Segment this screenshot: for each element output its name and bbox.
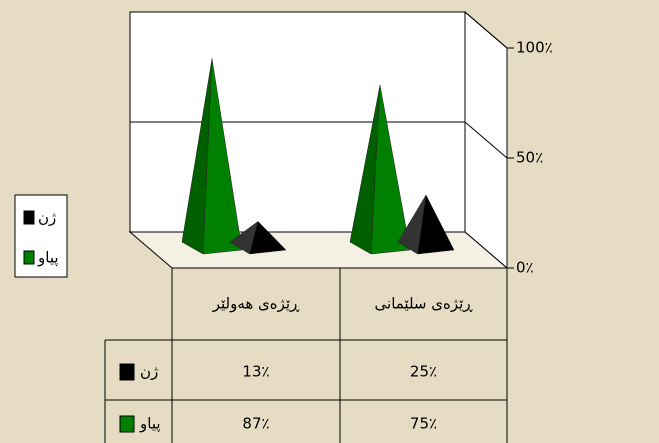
value-label: 25٪ bbox=[410, 363, 437, 381]
pyramid-face bbox=[370, 84, 411, 255]
legend-label: پیاو bbox=[37, 249, 59, 268]
pyramid-face bbox=[202, 58, 243, 255]
grid-line bbox=[464, 121, 508, 159]
row-label: ژن bbox=[140, 363, 158, 381]
pyramid bbox=[397, 194, 455, 255]
legend-key bbox=[23, 210, 35, 225]
legend-key bbox=[119, 363, 135, 381]
y-tick-label: 50٪ bbox=[516, 149, 543, 167]
y-tick-label: 100٪ bbox=[516, 39, 553, 57]
row-label: پیاو bbox=[139, 415, 161, 434]
data-table bbox=[104, 268, 508, 443]
value-label: 87٪ bbox=[242, 415, 269, 433]
value-label: 13٪ bbox=[242, 363, 269, 381]
pyramid bbox=[181, 58, 243, 255]
pyramid bbox=[349, 84, 411, 255]
category-label: ڕێژەی سلێمانی bbox=[375, 295, 474, 313]
legend-key bbox=[23, 250, 35, 265]
y-tick-label: 0٪ bbox=[516, 259, 534, 277]
legend-key bbox=[119, 415, 135, 433]
pyramid-face bbox=[417, 194, 455, 255]
grid-line bbox=[464, 11, 508, 49]
pyramid-face bbox=[249, 220, 287, 255]
category-label: ڕێژەی هەولێر bbox=[212, 295, 300, 313]
legend-label: ژن bbox=[38, 209, 56, 227]
pyramid bbox=[229, 220, 287, 255]
value-label: 75٪ bbox=[410, 415, 437, 433]
